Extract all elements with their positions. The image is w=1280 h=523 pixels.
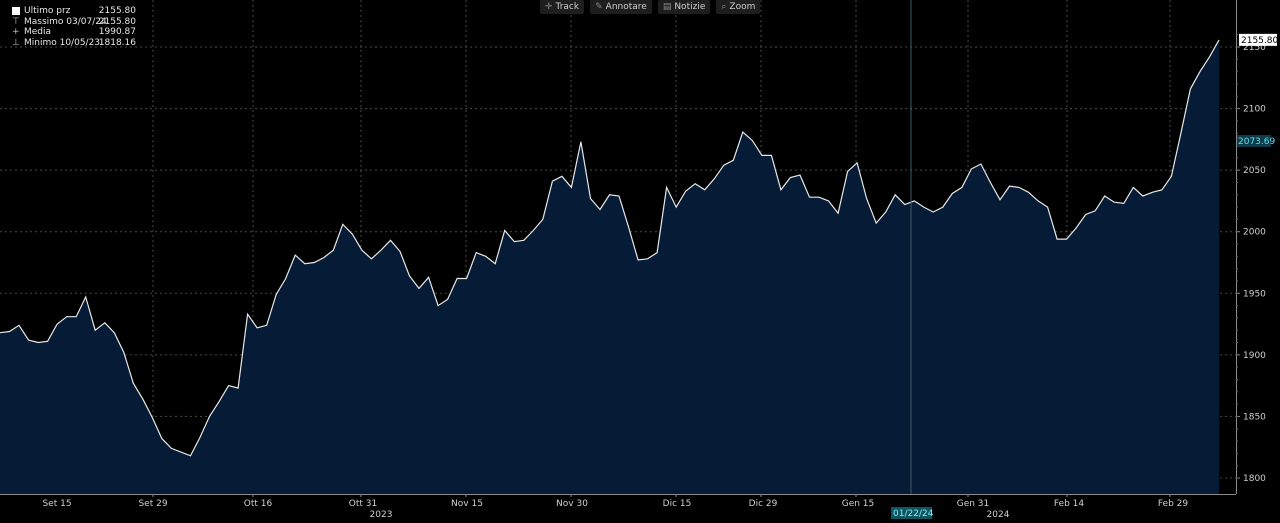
last-price-tag-label: 2155.80: [1241, 36, 1278, 46]
legend-label: Minimo 10/05/23: [24, 37, 101, 48]
legend-value: 1818.16: [98, 37, 136, 48]
last-price-tag: [1239, 33, 1277, 46]
annotate-button[interactable]: ✎ Annotare: [590, 0, 652, 14]
y-tick-label: 1800: [1243, 474, 1266, 484]
legend-value: 2155.80: [98, 16, 136, 27]
high-marker-icon: ⊤: [12, 16, 20, 27]
crosshair-icon: ✛: [545, 2, 553, 12]
y-tick-label: 1850: [1243, 412, 1266, 422]
x-axis: Set 15 Set 29 Ott 16 Ott 31 Nov 15 Nov 30 Dic …: [0, 494, 1236, 520]
zoom-button[interactable]: ⌕ Zoom: [716, 0, 761, 14]
x-tick-label: Set 29: [138, 499, 167, 509]
price-tags: 2155.80 2073.69 01/22/24: [891, 33, 1278, 519]
x-tick-label: Gen 31: [957, 499, 990, 509]
magnifier-icon: ⌕: [721, 2, 727, 12]
crosshair-date-tag: [891, 507, 932, 519]
legend-row-low: ⊥ Minimo 10/05/23 1818.16: [4, 38, 136, 49]
pencil-icon: ✎: [595, 2, 603, 12]
average-marker-icon: +: [12, 27, 20, 37]
legend-label: Ultimo prz: [24, 6, 71, 16]
x-tick-label: Ott 31: [349, 499, 377, 509]
average-tag-label: 2073.69: [1238, 137, 1275, 147]
legend-row-high: ⊤ Massimo 03/07/24 2155.80: [4, 17, 136, 28]
y-tick-label: 2150: [1243, 43, 1266, 53]
legend-value: 2155.80: [98, 6, 136, 16]
average-tag: [1237, 135, 1271, 147]
y-tick-label: 1950: [1243, 289, 1266, 299]
legend-value: 1990.87: [98, 27, 136, 37]
year-label: 2023: [370, 510, 393, 520]
legend-row-last: Ultimo prz 2155.80: [4, 6, 136, 17]
x-tick-label: Feb 29: [1158, 499, 1189, 509]
last-price-marker-icon: [12, 7, 20, 15]
legend-label: Massimo 03/07/24: [24, 16, 107, 27]
year-label: 2024: [987, 510, 1010, 520]
x-tick-label: Set 15: [42, 499, 71, 509]
x-tick-label: Gen 15: [842, 499, 875, 509]
x-tick-label: Ott 16: [244, 499, 273, 509]
track-button[interactable]: ✛ Track: [540, 0, 585, 14]
price-area-fill: [0, 39, 1219, 495]
crosshair-date-label: 01/22/24: [893, 509, 934, 519]
news-button[interactable]: ▤ Notizie: [657, 0, 711, 14]
y-tick-label: 2100: [1243, 105, 1266, 115]
y-tick-label: 2050: [1243, 166, 1266, 176]
news-label: Notizie: [674, 2, 706, 12]
price-line: [0, 39, 1220, 457]
zoom-label: Zoom: [729, 2, 756, 12]
x-tick-label: Feb 14: [1054, 499, 1085, 509]
y-tick-label: 1900: [1243, 351, 1266, 361]
low-marker-icon: ⊥: [12, 37, 20, 48]
x-tick-label: Dic 15: [663, 499, 692, 509]
legend-row-average: + Media 1990.87: [4, 27, 136, 38]
y-axis: 1800 1850 1900 1950 2000 2050 2100 2150: [1236, 0, 1266, 494]
legend-label: Media: [24, 27, 52, 37]
chart-toolbar: ✛ Track ✎ Annotare ▤ Notizie ⌕ Zoom: [540, 0, 761, 14]
annotate-label: Annotare: [605, 2, 647, 12]
legend: Ultimo prz 2155.80 ⊤ Massimo 03/07/24 21…: [4, 6, 136, 48]
news-icon: ▤: [662, 2, 672, 12]
x-tick-label: Dic 29: [749, 499, 778, 509]
y-tick-label: 2000: [1243, 228, 1266, 238]
track-label: Track: [555, 2, 580, 12]
x-tick-label: Nov 30: [556, 499, 588, 509]
x-tick-label: Nov 15: [451, 499, 483, 509]
